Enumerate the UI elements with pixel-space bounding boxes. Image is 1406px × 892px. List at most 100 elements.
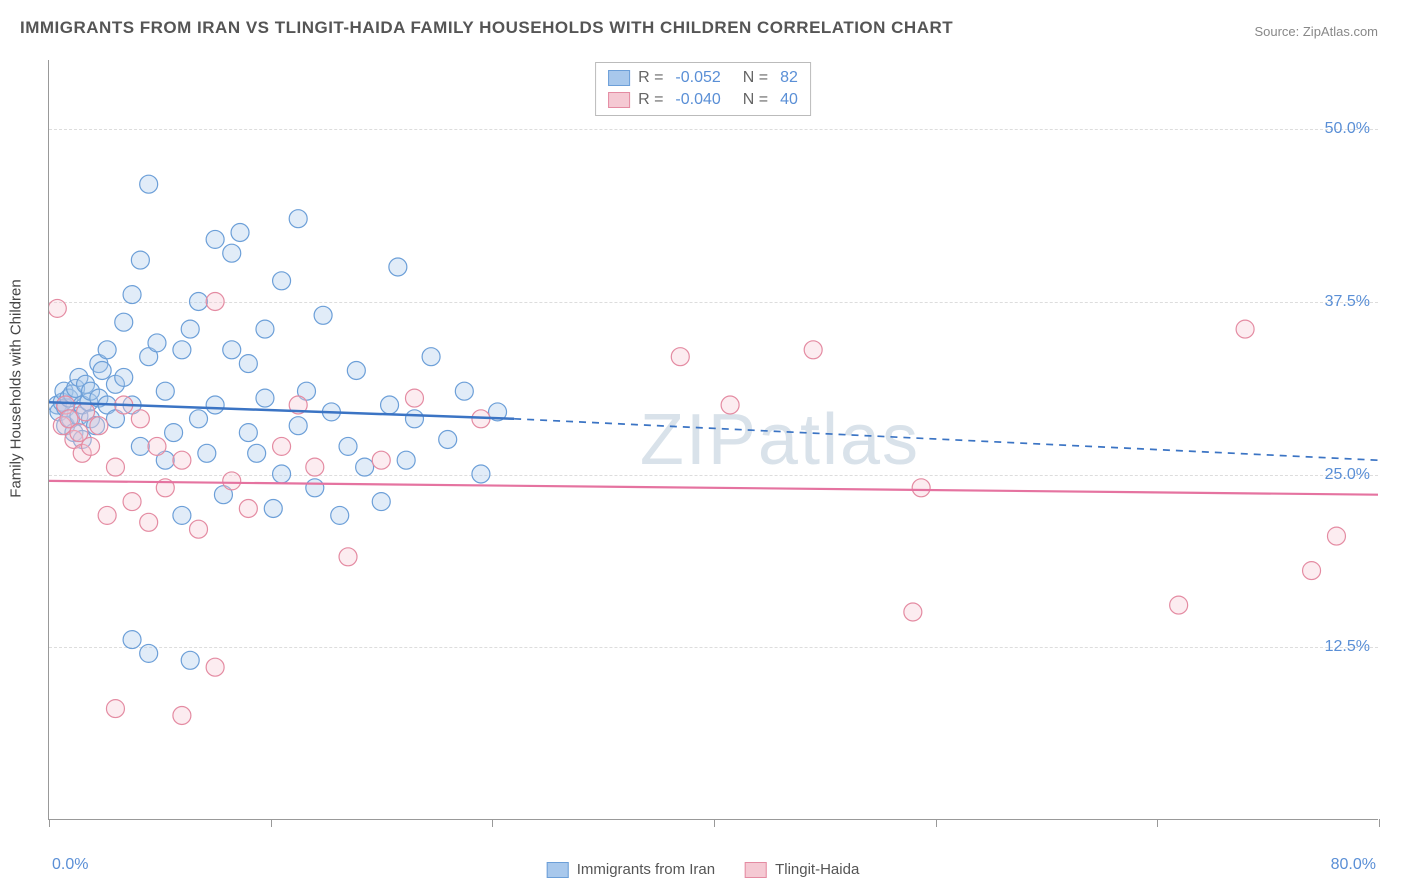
x-axis-max-label: 80.0%	[1331, 856, 1376, 874]
data-point	[256, 389, 274, 407]
data-point	[331, 506, 349, 524]
series-name: Immigrants from Iran	[577, 861, 715, 878]
data-point	[140, 513, 158, 531]
legend-swatch	[745, 862, 767, 878]
data-point	[223, 341, 241, 359]
legend-r-label: R =	[638, 91, 663, 109]
legend-swatch	[608, 70, 630, 86]
legend-n-label: N =	[743, 69, 768, 87]
data-point	[671, 348, 689, 366]
legend-row: R =-0.052N =82	[608, 67, 798, 89]
data-point	[49, 299, 66, 317]
data-point	[239, 355, 257, 373]
data-point	[472, 465, 490, 483]
data-point	[912, 479, 930, 497]
legend-r-label: R =	[638, 69, 663, 87]
series-legend-item: Tlingit-Haida	[745, 861, 859, 878]
x-tick	[492, 819, 493, 827]
data-point	[206, 658, 224, 676]
data-point	[273, 437, 291, 455]
data-point	[314, 306, 332, 324]
data-point	[115, 313, 133, 331]
data-point	[339, 437, 357, 455]
data-point	[804, 341, 822, 359]
data-point	[206, 293, 224, 311]
x-tick	[49, 819, 50, 827]
data-point	[190, 293, 208, 311]
data-point	[397, 451, 415, 469]
data-point	[273, 272, 291, 290]
data-point	[115, 368, 133, 386]
data-point	[140, 175, 158, 193]
data-point	[339, 548, 357, 566]
data-point	[239, 424, 257, 442]
data-point	[173, 451, 191, 469]
data-point	[173, 707, 191, 725]
data-point	[264, 500, 282, 518]
x-tick	[1379, 819, 1380, 827]
series-legend: Immigrants from Iran Tlingit-Haida	[547, 861, 860, 878]
data-point	[98, 341, 116, 359]
data-point	[156, 382, 174, 400]
legend-swatch	[547, 862, 569, 878]
chart-title: IMMIGRANTS FROM IRAN VS TLINGIT-HAIDA FA…	[20, 18, 953, 38]
data-point	[106, 458, 124, 476]
legend-n-label: N =	[743, 91, 768, 109]
x-axis-min-label: 0.0%	[52, 856, 88, 874]
x-tick	[271, 819, 272, 827]
data-point	[198, 444, 216, 462]
data-point	[90, 417, 108, 435]
data-point	[173, 341, 191, 359]
data-point	[231, 224, 249, 242]
data-point	[131, 437, 149, 455]
data-point	[306, 479, 324, 497]
data-point	[904, 603, 922, 621]
correlation-legend: R =-0.052N =82R =-0.040N =40	[595, 62, 811, 116]
data-point	[173, 506, 191, 524]
data-point	[289, 417, 307, 435]
data-point	[77, 403, 95, 421]
data-point	[131, 251, 149, 269]
legend-r-value: -0.052	[675, 69, 720, 87]
legend-r-value: -0.040	[675, 91, 720, 109]
data-point	[372, 493, 390, 511]
trendline	[49, 481, 1378, 495]
data-point	[190, 410, 208, 428]
data-point	[131, 410, 149, 428]
legend-n-value: 40	[780, 91, 798, 109]
data-point	[148, 334, 166, 352]
data-point	[306, 458, 324, 476]
data-point	[123, 286, 141, 304]
legend-swatch	[608, 92, 630, 108]
data-point	[206, 230, 224, 248]
data-point	[148, 437, 166, 455]
data-point	[1236, 320, 1254, 338]
data-point	[206, 396, 224, 414]
data-point	[372, 451, 390, 469]
data-point	[248, 444, 266, 462]
data-point	[405, 389, 423, 407]
trendline-dashed	[514, 419, 1378, 460]
data-point	[289, 210, 307, 228]
series-name: Tlingit-Haida	[775, 861, 859, 878]
data-point	[721, 396, 739, 414]
data-point	[347, 362, 365, 380]
data-point	[93, 362, 111, 380]
y-axis-label: Family Households with Children	[8, 279, 25, 497]
data-point	[439, 431, 457, 449]
legend-row: R = -0.040 N = 40	[608, 89, 798, 111]
x-tick	[936, 819, 937, 827]
data-point	[239, 500, 257, 518]
data-point	[223, 244, 241, 262]
source-attribution: Source: ZipAtlas.com	[1254, 24, 1378, 39]
data-point	[123, 493, 141, 511]
data-point	[356, 458, 374, 476]
data-point	[98, 506, 116, 524]
data-point	[1327, 527, 1345, 545]
data-point	[123, 631, 141, 649]
data-point	[190, 520, 208, 538]
data-point	[140, 644, 158, 662]
data-point	[405, 410, 423, 428]
data-point	[181, 651, 199, 669]
data-point	[1303, 562, 1321, 580]
